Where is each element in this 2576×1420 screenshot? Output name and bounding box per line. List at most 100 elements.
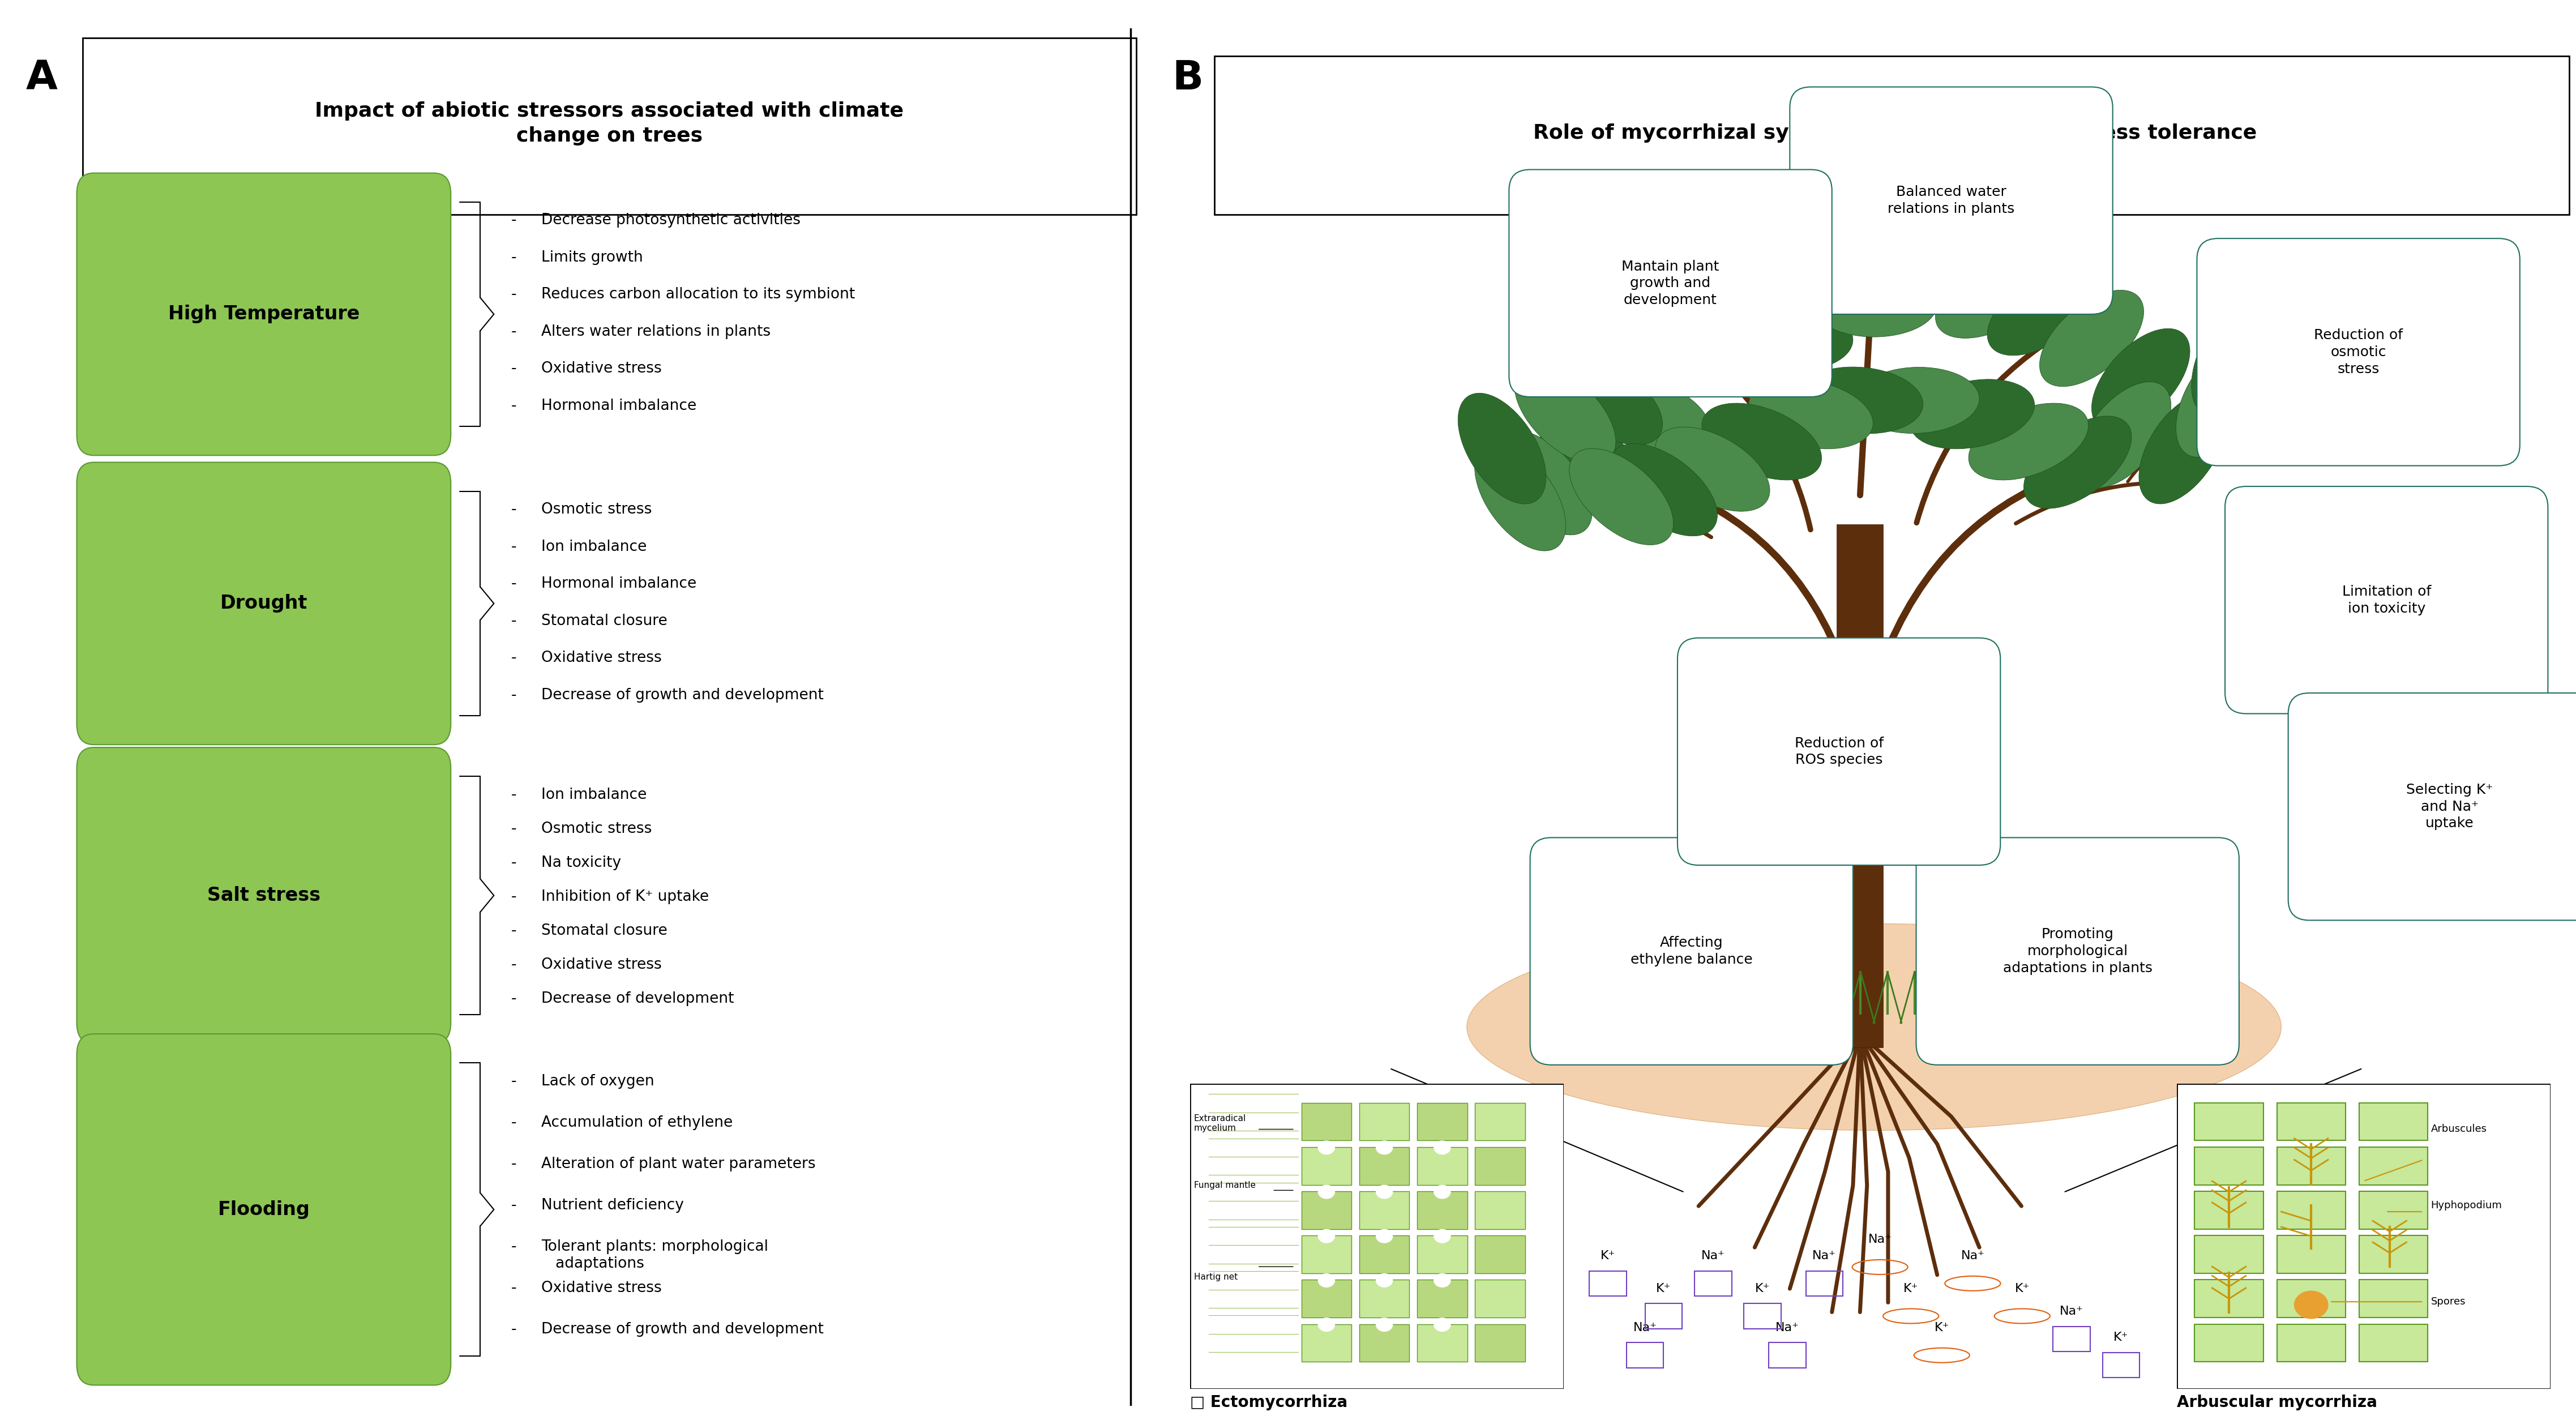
FancyBboxPatch shape [2277,1235,2347,1274]
Text: Limitation of
ion toxicity: Limitation of ion toxicity [2342,585,2432,615]
FancyBboxPatch shape [2277,1147,2347,1184]
Text: K⁺: K⁺ [1935,1322,1950,1333]
Circle shape [1435,1274,1450,1287]
Text: -: - [510,650,515,666]
Text: Oxidative stress: Oxidative stress [541,957,662,971]
Circle shape [1376,1230,1394,1242]
Text: -: - [510,1156,515,1172]
Ellipse shape [1811,271,1937,337]
Text: -: - [510,503,515,517]
Text: Lack of oxygen: Lack of oxygen [541,1074,654,1089]
Text: Reduction of
osmotic
stress: Reduction of osmotic stress [2313,328,2403,376]
Text: Salt stress: Salt stress [206,886,319,905]
Text: Role of mycorrhizal symbiosis in these abiotic stress tolerance: Role of mycorrhizal symbiosis in these a… [1533,124,2257,142]
FancyBboxPatch shape [2277,1191,2347,1230]
Ellipse shape [1935,256,2050,338]
Text: -: - [510,1281,515,1295]
Ellipse shape [1582,275,1705,346]
Text: -: - [510,540,515,554]
Circle shape [1376,1186,1394,1198]
FancyBboxPatch shape [1476,1147,1525,1184]
FancyBboxPatch shape [1476,1235,1525,1274]
FancyBboxPatch shape [2277,1323,2347,1362]
FancyBboxPatch shape [1677,638,2002,865]
Text: Tolerant plants: morphological
   adaptations: Tolerant plants: morphological adaptatio… [541,1240,768,1271]
Text: -: - [510,577,515,591]
Text: -: - [510,1240,515,1254]
Ellipse shape [1497,430,1592,535]
Text: Na⁺: Na⁺ [1960,1250,1984,1261]
Text: Hormonal imbalance: Hormonal imbalance [541,577,696,591]
Text: -: - [510,1322,515,1336]
Text: Oxidative stress: Oxidative stress [541,1281,662,1295]
Text: Affecting
ethylene balance: Affecting ethylene balance [1631,936,1752,967]
Text: Decrease of growth and development: Decrease of growth and development [541,687,824,703]
FancyBboxPatch shape [2287,693,2576,920]
FancyBboxPatch shape [1476,1103,1525,1140]
Text: -: - [510,250,515,264]
Text: Inhibition of K⁺ uptake: Inhibition of K⁺ uptake [541,889,708,905]
Ellipse shape [1703,403,1821,480]
FancyBboxPatch shape [77,463,451,744]
Text: Na⁺: Na⁺ [1814,1250,1837,1261]
Text: Extraradical
mycelium: Extraradical mycelium [1193,1113,1247,1132]
FancyBboxPatch shape [1360,1279,1409,1318]
Text: Hormonal imbalance: Hormonal imbalance [541,399,696,413]
FancyBboxPatch shape [1476,1279,1525,1318]
Ellipse shape [1466,923,2282,1130]
Text: Oxidative stress: Oxidative stress [541,361,662,376]
Ellipse shape [1968,403,2089,480]
FancyBboxPatch shape [1417,1323,1468,1362]
Text: Accumulation of ethylene: Accumulation of ethylene [541,1115,734,1130]
Circle shape [1319,1318,1334,1332]
Ellipse shape [2040,290,2143,386]
FancyBboxPatch shape [2197,239,2519,466]
Text: Limits growth: Limits growth [541,250,644,264]
Text: -: - [510,324,515,339]
Text: -: - [510,213,515,227]
FancyBboxPatch shape [2360,1147,2427,1184]
Text: Ion imbalance: Ion imbalance [541,787,647,802]
Circle shape [1435,1140,1450,1154]
Ellipse shape [1734,209,1860,275]
Text: -: - [510,1198,515,1213]
FancyArrow shape [1837,524,1883,1048]
Ellipse shape [1656,427,1770,511]
Text: -: - [510,855,515,870]
Ellipse shape [1839,180,1965,247]
FancyBboxPatch shape [2360,1191,2427,1230]
Ellipse shape [2177,344,2259,457]
Text: Decrease of development: Decrease of development [541,991,734,1005]
Text: K⁺: K⁺ [2014,1282,2030,1294]
Text: Impact of abiotic stressors associated with climate
change on trees: Impact of abiotic stressors associated w… [314,101,904,146]
Ellipse shape [1569,449,1674,545]
Text: Arbuscules: Arbuscules [2432,1125,2486,1135]
FancyBboxPatch shape [2195,1103,2264,1140]
FancyBboxPatch shape [1510,169,1832,396]
Ellipse shape [1749,379,1873,449]
FancyBboxPatch shape [2360,1279,2427,1318]
Text: Flooding: Flooding [219,1200,309,1218]
Text: Na⁺: Na⁺ [1775,1322,1798,1333]
Ellipse shape [1458,393,1546,504]
FancyBboxPatch shape [1301,1191,1352,1230]
Text: Balanced water
relations in plants: Balanced water relations in plants [1888,186,2014,216]
Text: Alteration of plant water parameters: Alteration of plant water parameters [541,1156,817,1172]
FancyBboxPatch shape [2195,1235,2264,1274]
Text: Oxidative stress: Oxidative stress [541,650,662,666]
FancyBboxPatch shape [1360,1235,1409,1274]
Circle shape [1376,1140,1394,1154]
FancyBboxPatch shape [77,747,451,1044]
FancyBboxPatch shape [1301,1323,1352,1362]
FancyBboxPatch shape [1417,1191,1468,1230]
Circle shape [1319,1230,1334,1242]
Text: Na toxicity: Na toxicity [541,855,621,870]
FancyBboxPatch shape [1530,838,1852,1065]
Text: Ion imbalance: Ion imbalance [541,540,647,554]
FancyBboxPatch shape [1917,838,2239,1065]
Ellipse shape [1911,379,2035,449]
Ellipse shape [1610,443,1718,535]
Text: K⁺: K⁺ [1600,1250,1615,1261]
Text: -: - [510,361,515,376]
Circle shape [1319,1274,1334,1287]
